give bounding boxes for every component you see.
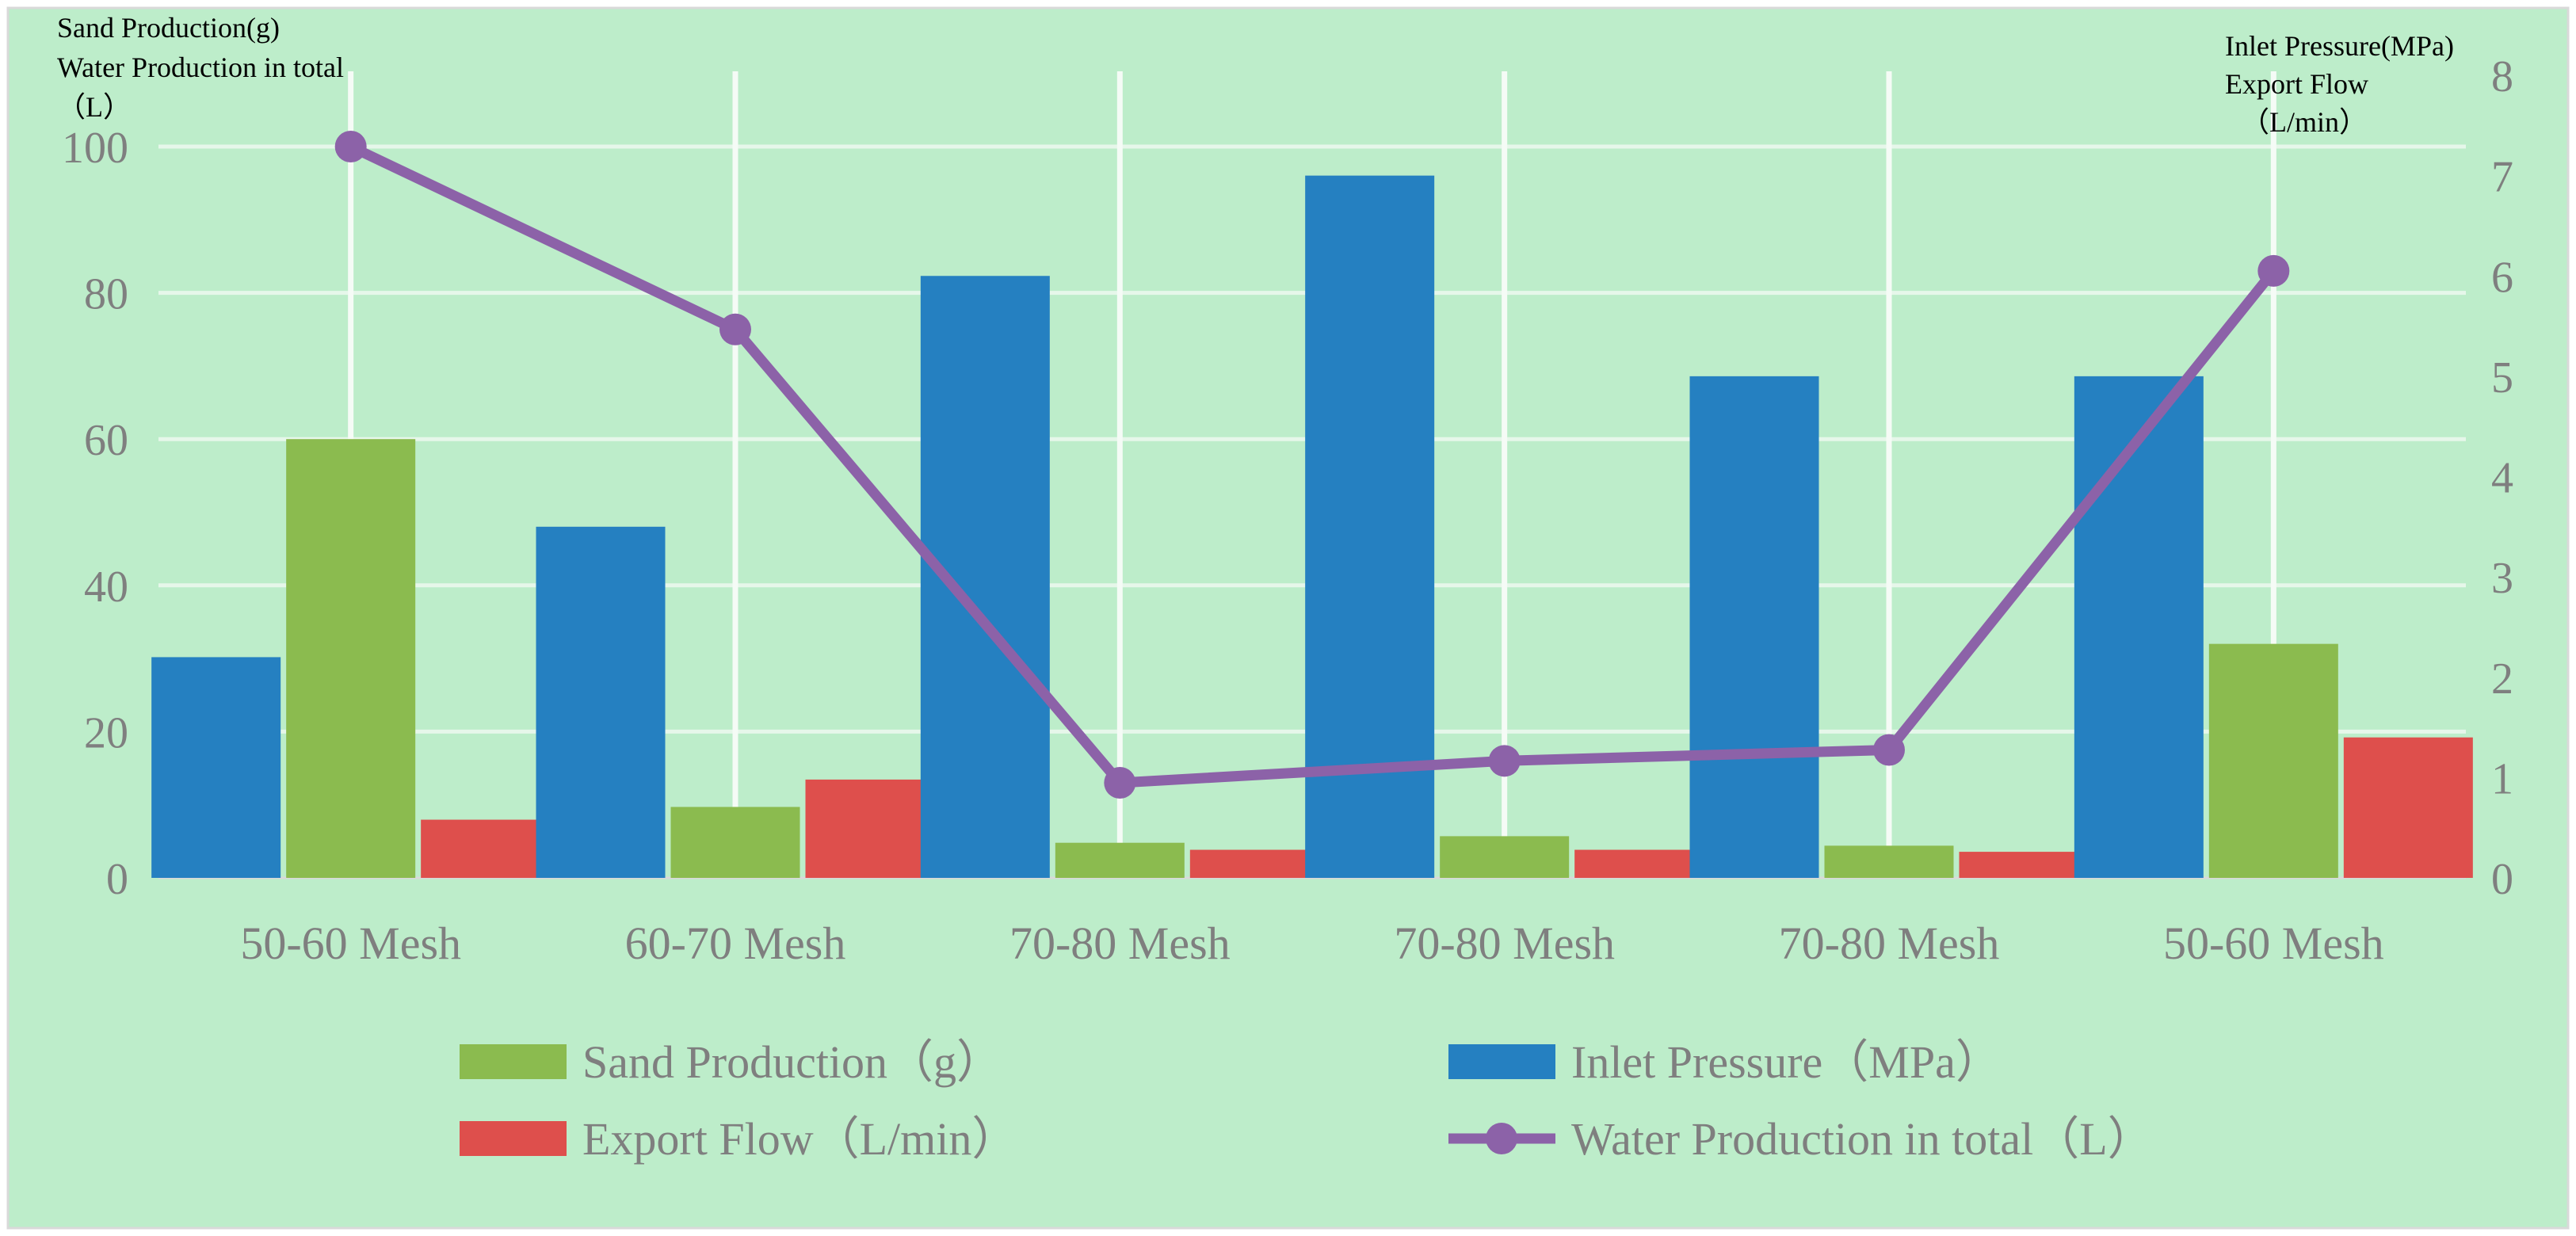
legend-label: Inlet Pressure（MPa） bbox=[1571, 1036, 2002, 1088]
bar-sand-production-g bbox=[286, 439, 416, 878]
left-tick-label: 40 bbox=[84, 563, 128, 612]
bar-export-flow-l-min bbox=[2343, 737, 2473, 878]
x-tick-label: 70-80 Mesh bbox=[1779, 917, 2000, 969]
line-point-water-production bbox=[1104, 767, 1136, 799]
bar-sand-production-g bbox=[1824, 845, 1954, 878]
legend-label: Sand Production（g） bbox=[582, 1036, 1002, 1088]
right-tick-label: 1 bbox=[2491, 754, 2513, 803]
legend-label: Export Flow（L/min） bbox=[582, 1113, 1017, 1165]
right-tick-label: 5 bbox=[2491, 353, 2513, 402]
bar-export-flow-l-min bbox=[1189, 849, 1319, 878]
left-tick-label: 80 bbox=[84, 270, 128, 319]
x-tick-label: 50-60 Mesh bbox=[2163, 917, 2384, 969]
line-point-water-production bbox=[1873, 734, 1905, 766]
bar-inlet-pressure-mpa bbox=[2074, 376, 2204, 878]
right-axis-label: （L/min） bbox=[2241, 106, 2368, 138]
line-point-water-production bbox=[334, 131, 367, 162]
right-tick-label: 8 bbox=[2491, 52, 2513, 101]
left-axis-label: Water Production in total bbox=[57, 52, 344, 83]
right-tick-label: 7 bbox=[2491, 153, 2513, 202]
left-tick-label: 20 bbox=[84, 708, 128, 757]
bar-inlet-pressure-mpa bbox=[536, 526, 666, 878]
bar-sand-production-g bbox=[2208, 643, 2338, 878]
right-tick-label: 2 bbox=[2491, 654, 2513, 704]
legend-label: Water Production in total（L） bbox=[1571, 1113, 2154, 1165]
bar-export-flow-l-min bbox=[421, 819, 551, 878]
legend-swatch bbox=[460, 1121, 567, 1156]
bar-sand-production-g bbox=[1055, 842, 1185, 878]
legend-swatch bbox=[460, 1044, 567, 1079]
bar-sand-production-g bbox=[1440, 836, 1570, 878]
x-tick-label: 70-80 Mesh bbox=[1394, 917, 1615, 969]
bar-export-flow-l-min bbox=[805, 779, 935, 878]
bar-export-flow-l-min bbox=[1959, 852, 2089, 878]
right-axis-label: Inlet Pressure(MPa) bbox=[2225, 30, 2454, 62]
line-point-water-production bbox=[1488, 745, 1521, 777]
bar-inlet-pressure-mpa bbox=[151, 657, 281, 878]
left-axis-label: （L） bbox=[57, 91, 132, 123]
line-water-production bbox=[345, 141, 2279, 788]
legend-marker bbox=[1486, 1123, 1517, 1154]
left-axis-label: Sand Production(g) bbox=[57, 12, 280, 44]
left-tick-label: 0 bbox=[106, 855, 128, 904]
x-tick-label: 60-70 Mesh bbox=[625, 917, 846, 969]
bar-inlet-pressure-mpa bbox=[1689, 376, 1819, 878]
right-tick-label: 4 bbox=[2491, 454, 2513, 503]
line-point-water-production bbox=[719, 313, 751, 345]
right-tick-label: 6 bbox=[2491, 253, 2513, 302]
x-tick-label: 70-80 Mesh bbox=[1009, 917, 1231, 969]
legend-swatch bbox=[1448, 1044, 1555, 1079]
left-tick-label: 60 bbox=[84, 416, 128, 465]
right-axis-label: Export Flow bbox=[2225, 68, 2368, 100]
bar-sand-production-g bbox=[670, 807, 800, 878]
bar-inlet-pressure-mpa bbox=[1305, 175, 1435, 878]
bar-export-flow-l-min bbox=[1574, 849, 1704, 878]
line-point-water-production bbox=[2257, 254, 2290, 287]
right-tick-label: 0 bbox=[2491, 855, 2513, 904]
right-tick-label: 3 bbox=[2491, 554, 2513, 603]
left-tick-label: 100 bbox=[62, 124, 128, 173]
x-tick-label: 50-60 Mesh bbox=[240, 917, 461, 969]
